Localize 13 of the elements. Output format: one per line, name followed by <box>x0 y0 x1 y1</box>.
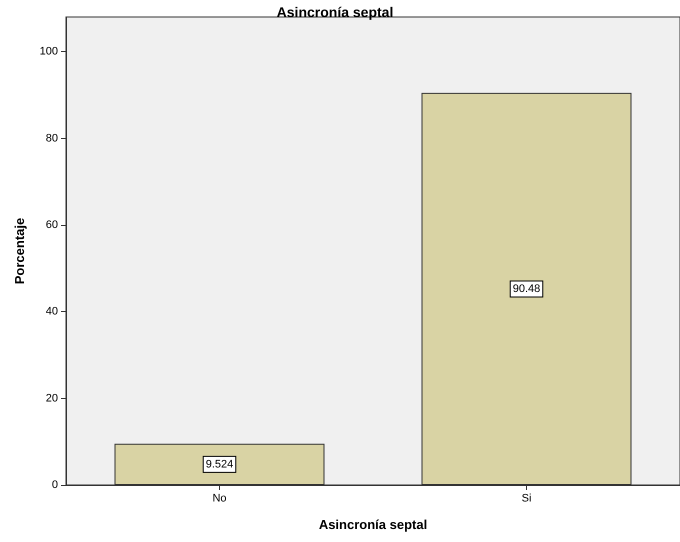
y-tick-label: 60 <box>46 219 58 231</box>
y-axis-title: Porcentaje <box>12 218 27 284</box>
x-tick-label: No <box>212 492 227 504</box>
y-tick-label: 40 <box>46 306 58 318</box>
y-tick-label: 0 <box>52 479 58 491</box>
data-label: 90.48 <box>512 282 540 295</box>
x-tick-label: Si <box>522 492 532 504</box>
x-axis-title: Asincronía septal <box>318 517 428 532</box>
y-tick-label: 100 <box>40 46 58 58</box>
chart-title: Asincronía septal <box>276 4 394 20</box>
y-tick-label: 80 <box>46 132 58 144</box>
y-tick-label: 20 <box>46 392 58 404</box>
data-label: 9.524 <box>206 458 234 470</box>
